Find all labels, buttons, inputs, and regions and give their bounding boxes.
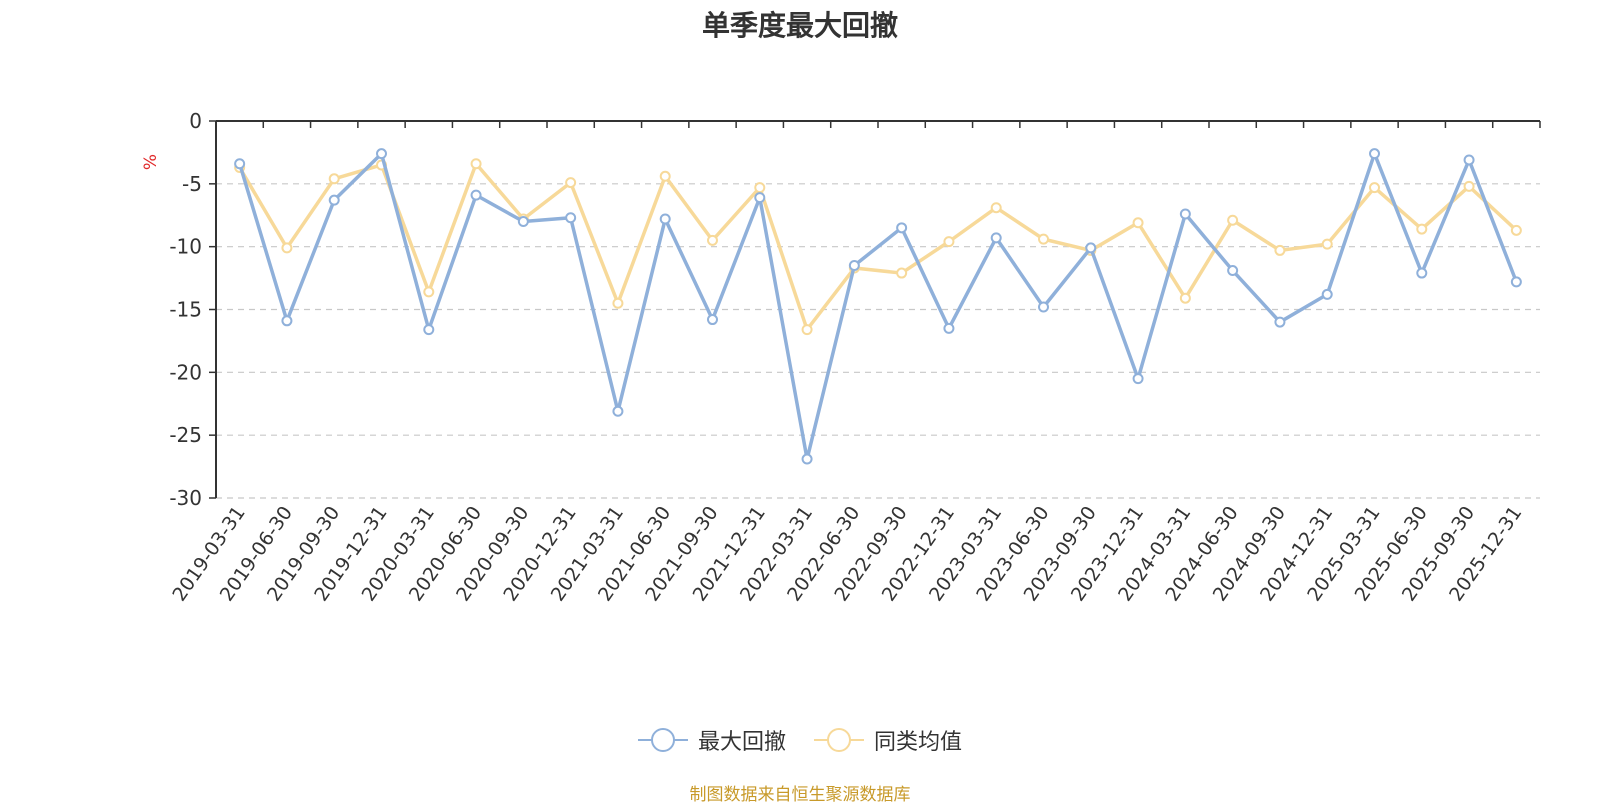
legend-label-max-drawdown: 最大回撤	[697, 730, 786, 755]
data-point-max-drawdown	[848, 260, 860, 272]
data-point-max-drawdown	[517, 216, 529, 228]
data-point-max-drawdown	[943, 322, 955, 334]
data-point-peer-average	[1463, 180, 1475, 192]
y-tick-label: -20	[169, 360, 202, 384]
data-point-peer-average	[612, 297, 624, 309]
series-line-peer-average	[238, 161, 1518, 332]
data-point-peer-average	[707, 234, 718, 246]
data-point-peer-average	[896, 267, 908, 279]
data-point-peer-average	[990, 202, 1002, 214]
y-tick-label: -5	[182, 172, 202, 196]
data-point-max-drawdown	[801, 453, 813, 465]
data-point-max-drawdown	[423, 324, 435, 336]
legend-marker-peer-average	[814, 728, 864, 752]
data-point-max-drawdown	[1085, 242, 1097, 254]
data-point-max-drawdown	[1132, 373, 1144, 385]
data-point-max-drawdown	[1179, 208, 1191, 220]
data-point-max-drawdown	[565, 212, 577, 224]
y-tick-label: -25	[169, 423, 202, 447]
data-point-peer-average	[1038, 233, 1049, 245]
data-point-max-drawdown	[234, 158, 246, 170]
data-point-peer-average	[565, 177, 577, 189]
legend: 最大回撤 同类均值	[0, 720, 1600, 760]
data-point-peer-average	[470, 158, 482, 170]
y-axis-unit-label: %	[141, 154, 161, 170]
grid-layer	[216, 183, 1540, 499]
source-note: 制图数据来自恒生聚源数据库	[689, 785, 911, 805]
data-point-peer-average	[1132, 217, 1144, 229]
data-point-max-drawdown	[707, 314, 718, 326]
data-point-peer-average	[328, 173, 340, 185]
data-point-peer-average	[943, 236, 955, 248]
data-point-peer-average	[1510, 224, 1522, 236]
series-line-max-drawdown	[237, 151, 1518, 461]
data-point-max-drawdown	[1510, 276, 1522, 288]
data-point-max-drawdown	[659, 213, 671, 225]
data-point-max-drawdown	[896, 222, 908, 234]
y-tick-label: -10	[169, 235, 202, 259]
data-point-max-drawdown	[1321, 288, 1333, 300]
legend-marker-max-drawdown	[637, 728, 688, 752]
y-tick-label: -15	[169, 298, 202, 322]
data-point-max-drawdown	[1274, 316, 1286, 328]
data-point-max-drawdown	[1369, 148, 1380, 160]
data-point-max-drawdown	[1227, 265, 1239, 277]
data-point-peer-average	[1369, 182, 1380, 194]
chart-title: 单季度最大回撤	[701, 9, 898, 42]
data-point-peer-average	[1321, 238, 1333, 250]
data-point-max-drawdown	[1463, 154, 1475, 166]
data-point-peer-average	[659, 170, 671, 182]
data-point-max-drawdown	[990, 232, 1002, 244]
data-point-max-drawdown	[1038, 301, 1049, 313]
data-point-max-drawdown	[281, 315, 293, 327]
data-point-max-drawdown	[1416, 267, 1428, 279]
data-point-peer-average	[754, 182, 766, 194]
data-point-max-drawdown	[376, 148, 387, 160]
data-point-peer-average	[1179, 292, 1191, 304]
data-point-peer-average	[423, 286, 435, 298]
data-point-peer-average	[1416, 223, 1428, 235]
data-point-peer-average	[1227, 214, 1239, 226]
legend-item-max-drawdown[interactable]: 最大回撤	[637, 724, 786, 756]
data-point-max-drawdown	[470, 189, 482, 201]
data-point-max-drawdown	[754, 192, 766, 204]
data-point-peer-average	[801, 324, 813, 336]
y-tick-label: -30	[169, 486, 202, 510]
data-point-peer-average	[281, 242, 293, 254]
y-tick-label: 0	[189, 109, 202, 133]
legend-label-peer-average: 同类均值	[874, 730, 963, 755]
data-point-max-drawdown	[328, 194, 340, 206]
data-point-peer-average	[1274, 244, 1286, 256]
series-layer	[234, 148, 1522, 465]
legend-item-peer-average[interactable]: 同类均值	[814, 724, 962, 756]
data-point-max-drawdown	[612, 405, 624, 417]
